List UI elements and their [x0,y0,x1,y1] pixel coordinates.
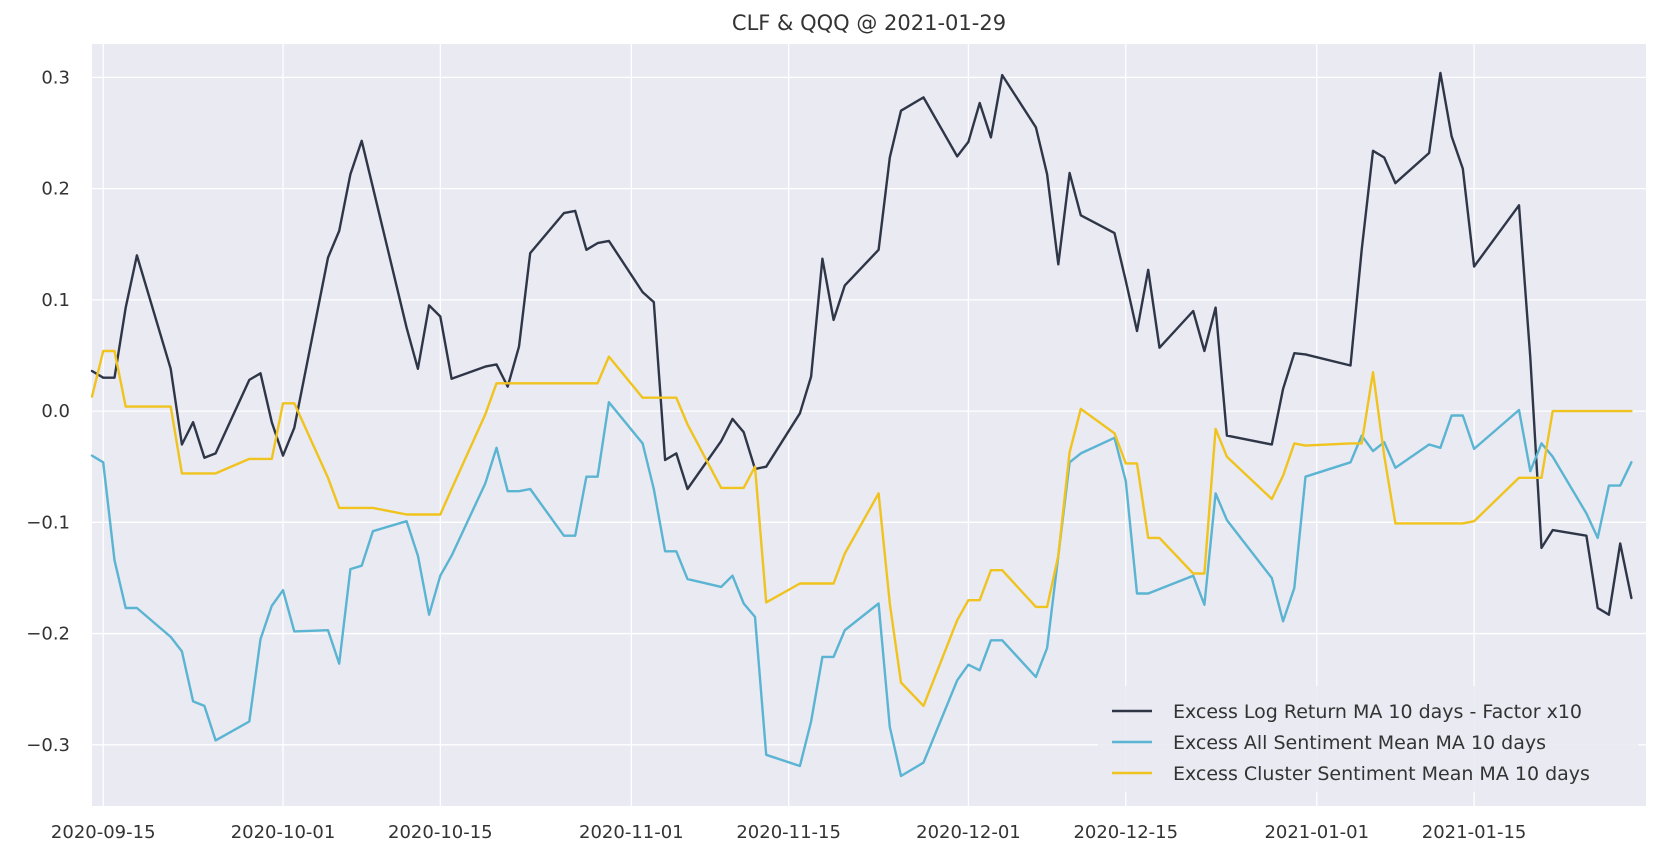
series-line-2 [90,401,1633,778]
y-axis: 0.3 0.2 0.1 0.0 −0.1 −0.2 −0.3 [26,67,70,755]
legend-label: Excess All Sentiment Mean MA 10 days [1173,732,1546,754]
y-tick-label: 0.0 [41,401,70,422]
legend-label: Excess Log Return MA 10 days - Factor x1… [1173,701,1582,723]
x-gridlines [102,44,1475,806]
x-tick-label: 2020-12-15 [1073,822,1178,843]
x-axis: 2020-09-15 2020-10-01 2020-10-15 2020-11-01… [51,822,1526,843]
series-line-3 [90,349,1633,708]
y-tick-label: 0.3 [41,67,70,88]
series-line-1 [90,71,1633,616]
y-tick-label: −0.1 [26,512,70,533]
legend: Excess Log Return MA 10 days - Factor x1… [1098,686,1638,792]
y-tick-label: −0.2 [26,624,70,645]
y-tick-label: 0.2 [41,179,70,200]
x-tick-label: 2020-12-01 [916,822,1021,843]
x-tick-label: 2020-09-15 [51,822,156,843]
series-layer [90,71,1633,778]
legend-box [1098,686,1638,792]
x-tick-label: 2020-11-01 [579,822,684,843]
x-tick-label: 2021-01-15 [1422,822,1527,843]
x-tick-label: 2020-10-01 [231,822,336,843]
y-tick-label: 0.1 [41,290,70,311]
x-tick-label: 2021-01-01 [1264,822,1369,843]
y-tick-label: −0.3 [26,735,70,756]
x-tick-label: 2020-11-15 [736,822,841,843]
chart-title: CLF & QQQ @ 2021-01-29 [732,11,1006,35]
x-tick-label: 2020-10-15 [388,822,493,843]
legend-label: Excess Cluster Sentiment Mean MA 10 days [1173,763,1590,785]
